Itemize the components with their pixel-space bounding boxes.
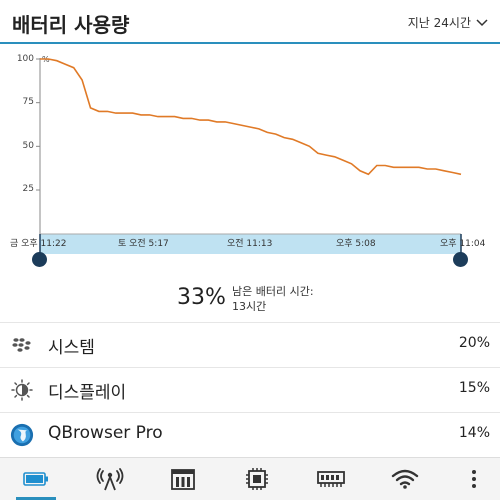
app-usage-value: 15% [458, 380, 490, 396]
page-title: 배터리 사용량 [12, 13, 130, 37]
x-tick-label: 금 오후 11:22 [10, 239, 67, 249]
time-range-selector[interactable]: 지난 24시간 [408, 14, 488, 31]
y-tick-label: 75 [22, 97, 34, 107]
app-row-qbrowser[interactable]: QBrowser Pro 14% [0, 412, 500, 456]
ram-icon [317, 471, 345, 487]
storage-tab[interactable] [163, 458, 203, 500]
globe-icon [10, 423, 34, 447]
cpu-tab[interactable] [237, 458, 277, 500]
app-usage-value: 20% [458, 335, 490, 351]
header: 배터리 사용량 지난 24시간 [0, 0, 500, 44]
antenna-icon [96, 468, 124, 491]
battery-series-line [40, 58, 462, 176]
x-tick-label: 오후 5:08 [336, 239, 376, 249]
chevron-down-icon [476, 18, 488, 26]
range-start-handle[interactable] [32, 252, 47, 267]
more-icon [472, 470, 476, 488]
time-range-label: 지난 24시간 [407, 16, 471, 30]
y-tick-label: 25 [22, 184, 34, 194]
network-tab[interactable] [90, 458, 130, 500]
bottom-tab-bar [0, 457, 500, 500]
battery-percent: 33% [177, 285, 226, 310]
app-name: 디스플레이 [48, 383, 127, 403]
x-tick-label: 토 오전 5:17 [118, 239, 169, 249]
battery-tab[interactable] [16, 458, 56, 500]
remaining-value: 13시간 [232, 300, 267, 313]
app-name: QBrowser Pro [48, 423, 163, 443]
app-name: 시스템 [48, 338, 95, 358]
x-tick-label: 오전 11:13 [227, 239, 273, 249]
wifi-icon [391, 469, 419, 489]
blackberry-logo-icon [10, 333, 34, 357]
app-row-system[interactable]: 시스템 20% [0, 322, 500, 366]
app-usage-value: 14% [458, 425, 490, 441]
chart-svg[interactable] [0, 0, 500, 280]
battery-summary: 33% 남은 배터리 시간: 13시간 [0, 280, 500, 320]
more-menu-button[interactable] [454, 458, 494, 500]
y-tick-label: 100 [16, 54, 34, 64]
y-tick-label: 50 [22, 141, 34, 151]
remaining-label: 남은 배터리 시간: [232, 285, 314, 298]
brightness-icon [10, 378, 34, 402]
x-tick-label: 오후 11:04 [440, 239, 486, 249]
cpu-icon [246, 468, 268, 490]
memory-icon [171, 469, 195, 490]
range-end-handle[interactable] [453, 252, 468, 267]
battery-icon [23, 472, 48, 486]
selection-range[interactable] [40, 234, 461, 254]
ram-tab[interactable] [311, 458, 351, 500]
wifi-tab[interactable] [385, 458, 425, 500]
app-row-display[interactable]: 디스플레이 15% [0, 367, 500, 411]
